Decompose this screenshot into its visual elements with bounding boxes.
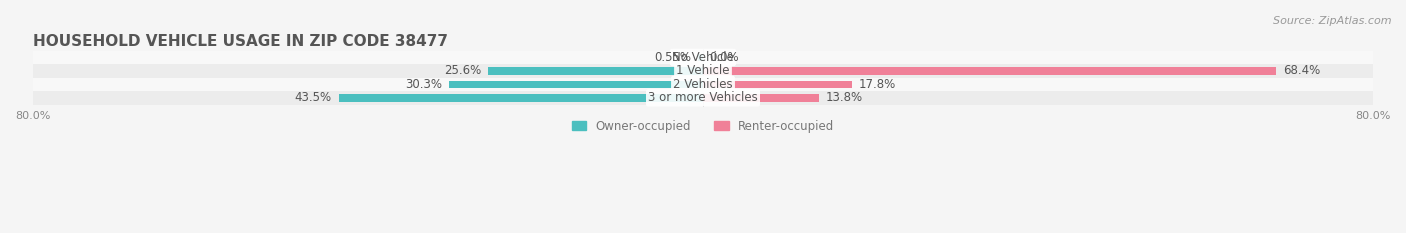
Text: 13.8%: 13.8%	[825, 91, 862, 104]
Text: 3 or more Vehicles: 3 or more Vehicles	[648, 91, 758, 104]
Text: 2 Vehicles: 2 Vehicles	[673, 78, 733, 91]
Text: Source: ZipAtlas.com: Source: ZipAtlas.com	[1274, 16, 1392, 26]
Bar	[32, 78, 1374, 91]
Text: 68.4%: 68.4%	[1282, 64, 1320, 77]
Bar	[32, 64, 1374, 78]
Text: No Vehicle: No Vehicle	[672, 51, 734, 64]
Bar	[32, 51, 1374, 64]
Bar	[703, 94, 818, 102]
Text: 30.3%: 30.3%	[405, 78, 443, 91]
Text: HOUSEHOLD VEHICLE USAGE IN ZIP CODE 38477: HOUSEHOLD VEHICLE USAGE IN ZIP CODE 3847…	[32, 34, 447, 49]
Bar	[699, 54, 703, 61]
Bar	[339, 94, 703, 102]
Bar	[32, 91, 1374, 105]
Text: 25.6%: 25.6%	[444, 64, 482, 77]
Bar	[703, 81, 852, 88]
Bar	[449, 81, 703, 88]
Legend: Owner-occupied, Renter-occupied: Owner-occupied, Renter-occupied	[572, 120, 834, 133]
Text: 17.8%: 17.8%	[859, 78, 896, 91]
Text: 1 Vehicle: 1 Vehicle	[676, 64, 730, 77]
Bar	[488, 67, 703, 75]
Text: 0.0%: 0.0%	[710, 51, 740, 64]
Bar	[703, 67, 1277, 75]
Text: 43.5%: 43.5%	[295, 91, 332, 104]
Text: 0.55%: 0.55%	[655, 51, 692, 64]
